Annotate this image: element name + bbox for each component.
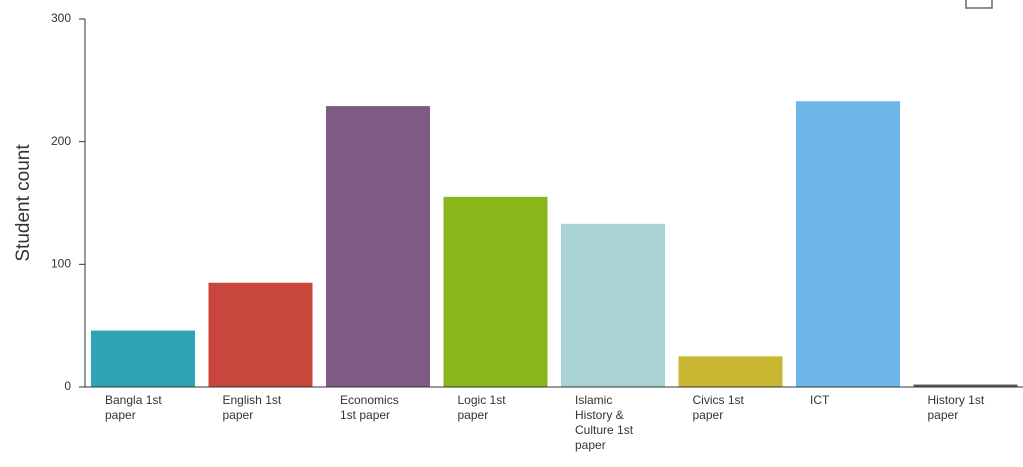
x-tick-label-box: Civics 1st paper	[692, 393, 744, 422]
x-tick-label: Bangla 1st paper	[105, 393, 162, 422]
bar	[91, 330, 195, 387]
x-tick-label-box: History 1st paper	[927, 393, 985, 422]
x-tick-label-box: ICT	[810, 393, 830, 407]
x-tick-label: English 1st paper	[222, 393, 282, 422]
y-tick-label: 0	[64, 379, 71, 393]
bar	[796, 101, 900, 387]
y-axis-label: Student count	[13, 144, 34, 262]
y-tick-label: 300	[51, 11, 71, 25]
x-tick-label: ICT	[810, 393, 830, 407]
bar	[913, 384, 1018, 387]
y-tick-label: 200	[51, 134, 71, 148]
x-tick-label-box: Logic 1st paper	[457, 393, 506, 422]
bar	[678, 356, 783, 387]
bar	[561, 223, 665, 387]
x-tick-label: Islamic History & Culture 1st paper	[575, 393, 634, 452]
x-tick-label-box: Islamic History & Culture 1st paper	[575, 393, 634, 452]
menu-icon[interactable]	[965, 0, 993, 9]
bar	[208, 282, 313, 387]
x-tick-label-box: Economics 1st paper	[340, 393, 399, 422]
x-tick-label-box: Bangla 1st paper	[105, 393, 162, 422]
x-tick-label: Logic 1st paper	[457, 393, 506, 422]
bar	[443, 196, 548, 387]
x-tick-label: Economics 1st paper	[340, 393, 399, 422]
y-tick-label: 100	[51, 257, 71, 271]
x-tick-label-box: English 1st paper	[222, 393, 282, 422]
x-tick-label: History 1st paper	[927, 393, 985, 422]
bar	[326, 106, 430, 388]
x-tick-label: Civics 1st paper	[692, 393, 744, 422]
